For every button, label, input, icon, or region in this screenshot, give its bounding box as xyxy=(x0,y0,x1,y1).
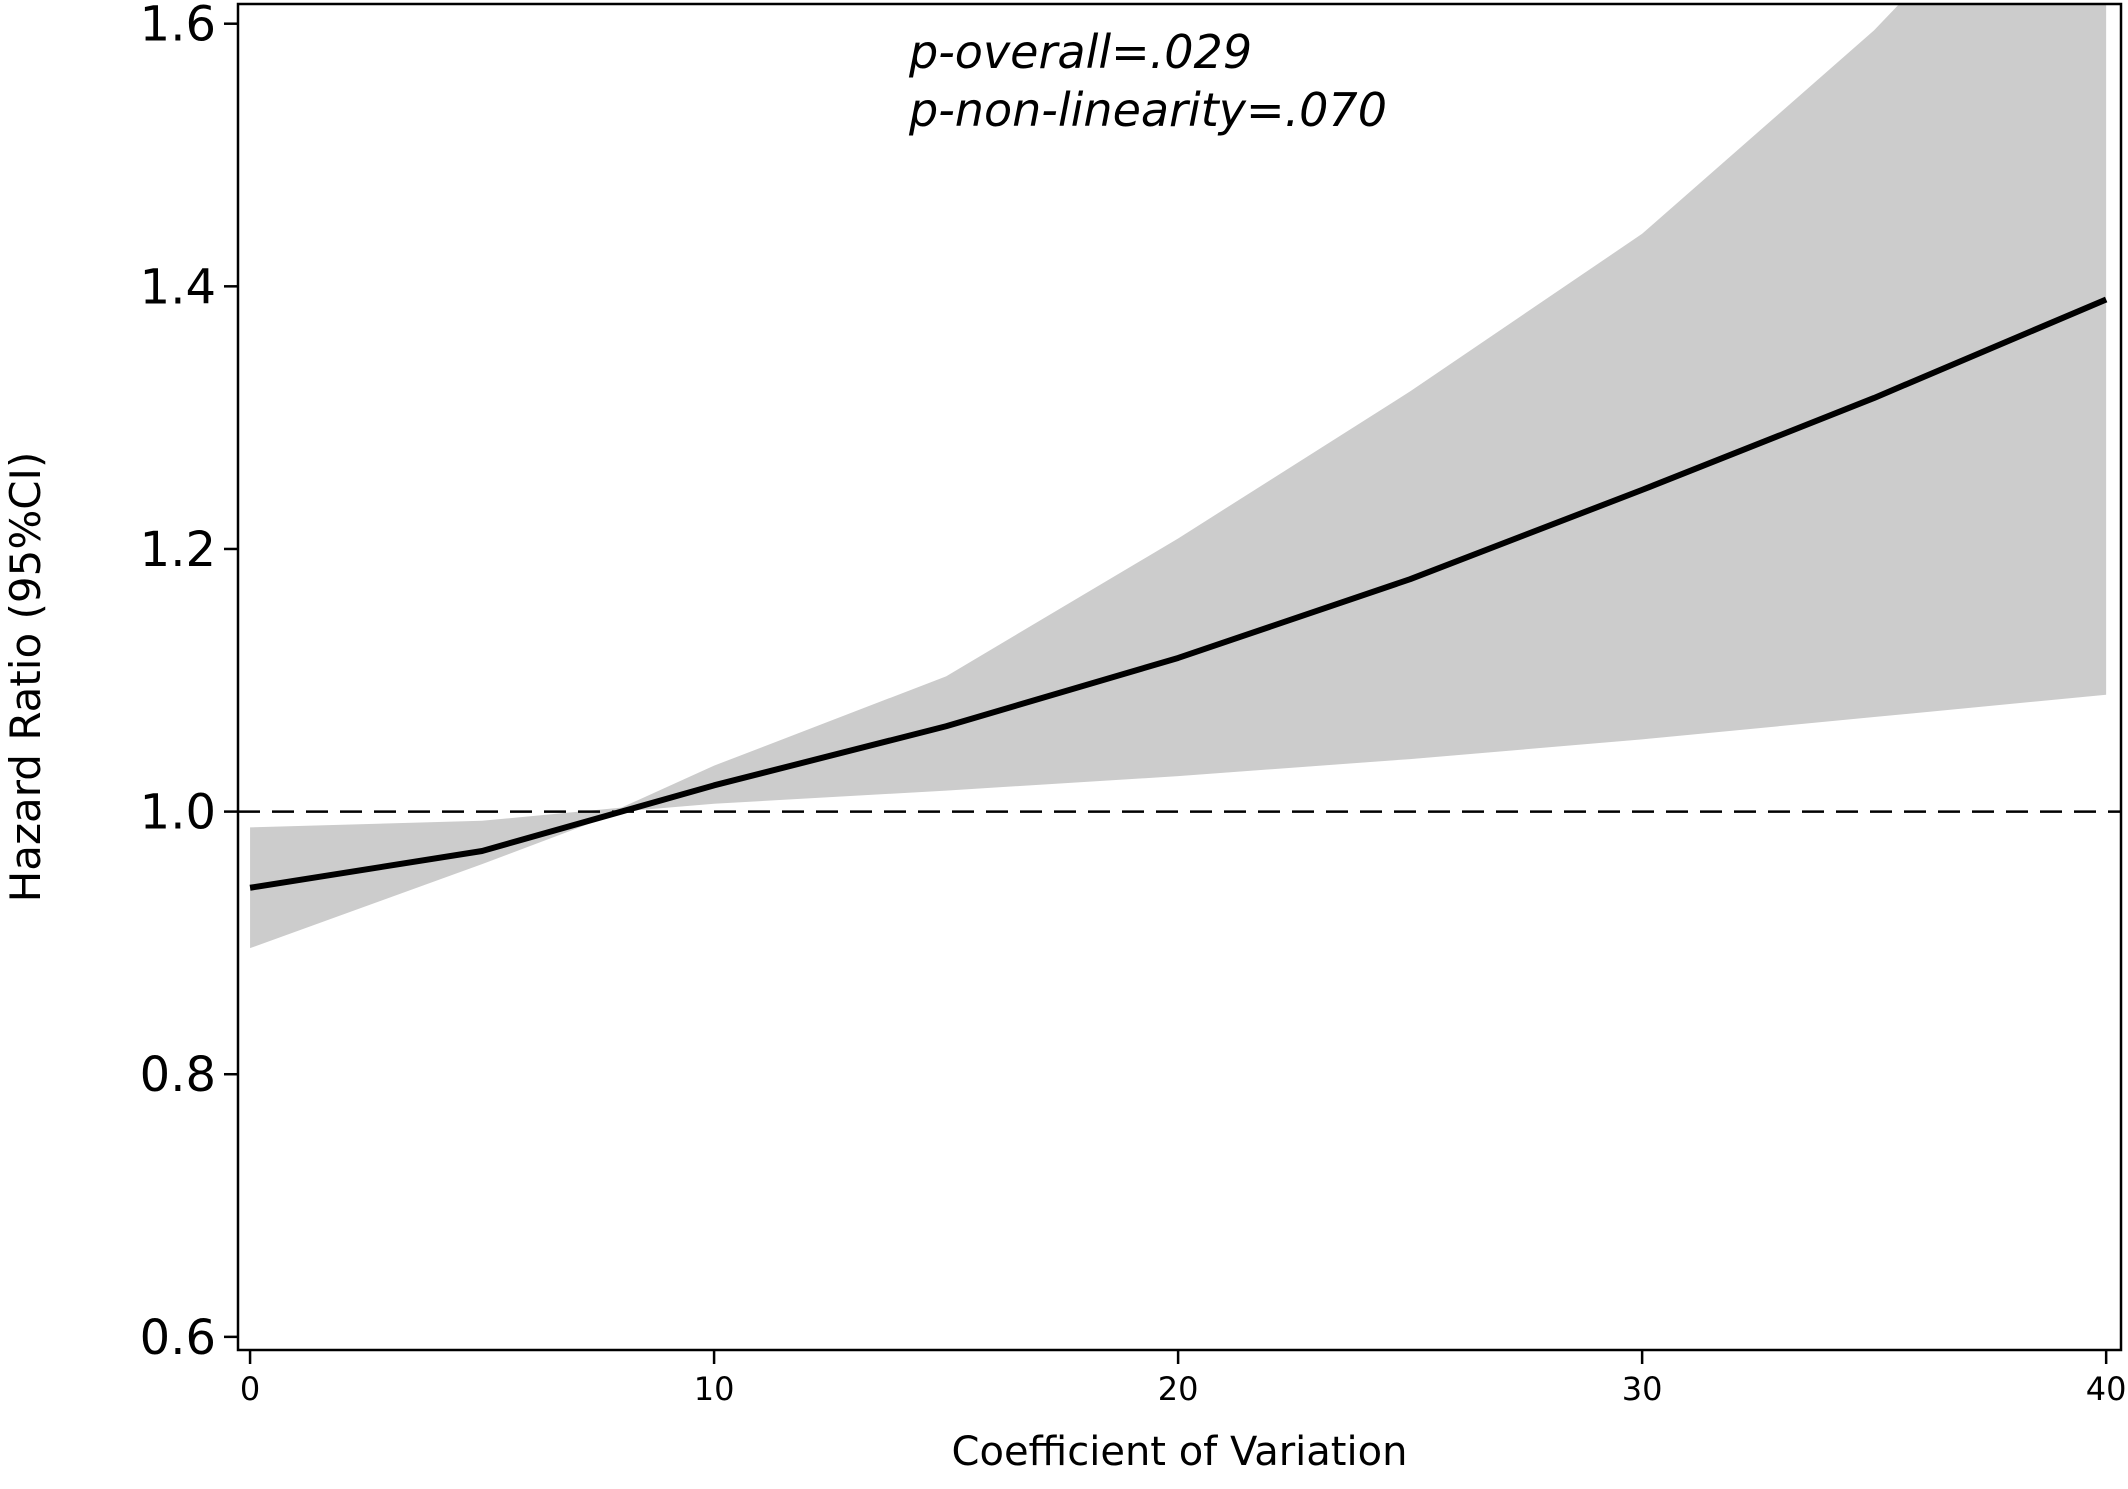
x-tick-label: 30 xyxy=(1622,1370,1663,1408)
y-tick-label: 1.6 xyxy=(140,0,216,53)
plot-area xyxy=(238,4,2121,949)
y-tick-label: 1.4 xyxy=(140,259,216,315)
annotation: p-overall=.029 xyxy=(908,25,1252,79)
x-tick-label: 0 xyxy=(240,1370,260,1408)
x-tick-label: 40 xyxy=(2086,1370,2127,1408)
confidence-band xyxy=(250,4,2107,949)
plot-frame xyxy=(236,2,2123,1352)
y-tick-label: 0.8 xyxy=(140,1047,216,1103)
y-tick-label: 1.0 xyxy=(140,785,216,841)
x-tick-label: 20 xyxy=(1158,1370,1199,1408)
x-tick-label: 10 xyxy=(694,1370,735,1408)
y-tick-label: 0.6 xyxy=(140,1310,216,1366)
y-axis-label: Hazard Ratio (95%CI) xyxy=(1,452,50,903)
line xyxy=(249,296,2108,891)
x-axis-label: Coefficient of Variation xyxy=(952,1429,1408,1475)
y-tick-label: 1.2 xyxy=(140,522,216,578)
annotation: p-non-linearity=.070 xyxy=(908,83,1387,137)
